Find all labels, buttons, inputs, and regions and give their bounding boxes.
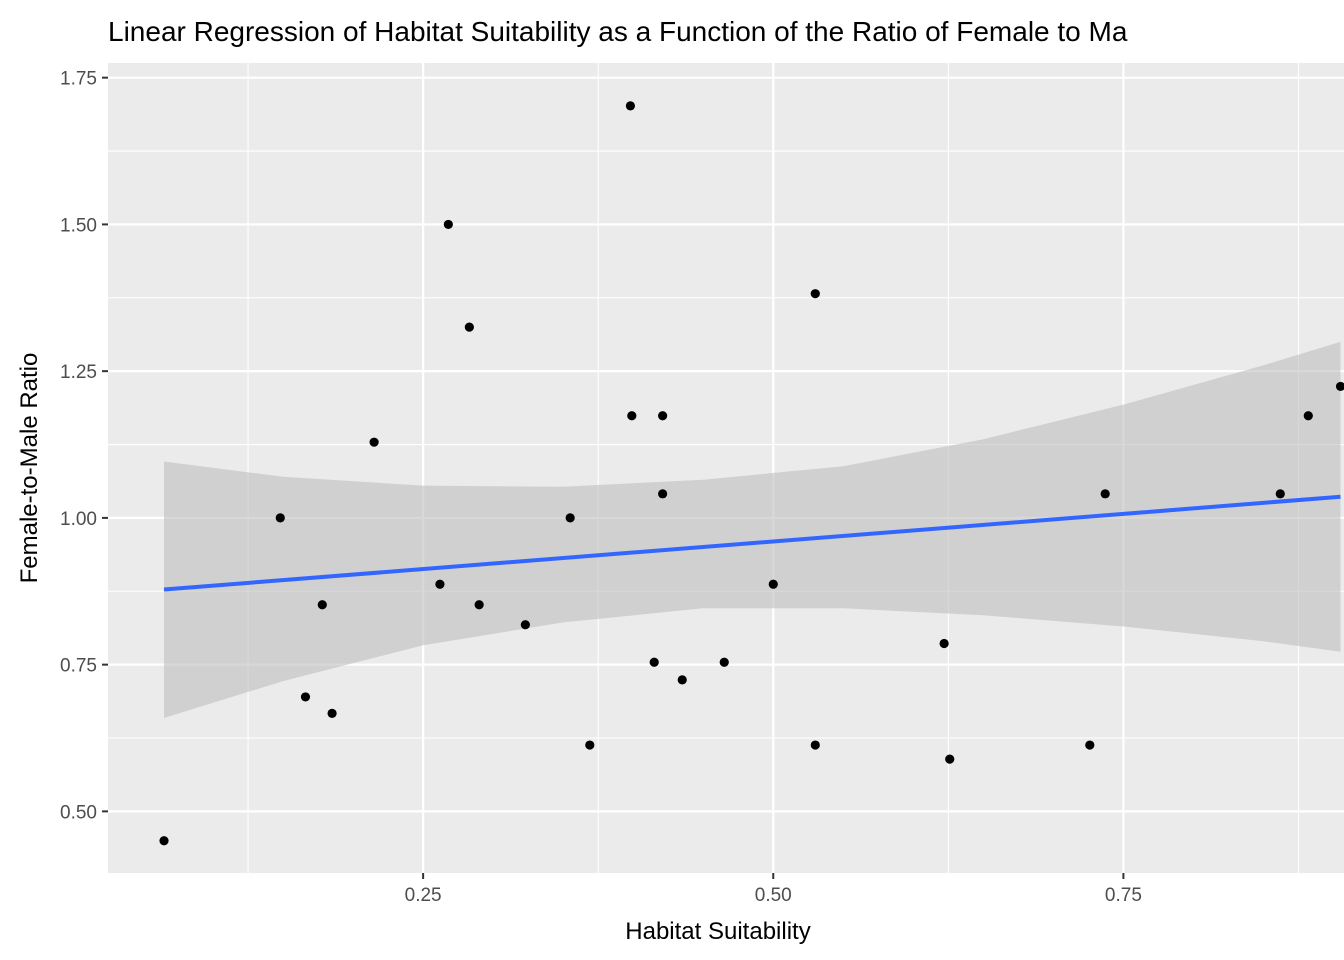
- data-point: [443, 219, 453, 230]
- data-point: [474, 600, 484, 610]
- data-point: [649, 657, 659, 667]
- x-axis: 0.25 0.50 0.75: [405, 873, 1142, 906]
- data-point: [369, 437, 379, 447]
- y-axis: 0.50 0.75 1.00 1.25 1.50 1.75: [60, 69, 108, 823]
- data-point: [585, 740, 595, 750]
- y-tick-label: 0.75: [60, 656, 97, 677]
- data-point: [327, 708, 337, 718]
- x-tick-label: 0.75: [1105, 885, 1142, 906]
- data-point: [275, 513, 285, 523]
- data-point: [1100, 489, 1110, 499]
- data-point: [159, 836, 169, 846]
- data-points: [159, 101, 1344, 846]
- data-point: [939, 638, 949, 649]
- confidence-band: [164, 341, 1341, 718]
- x-tick-label: 0.25: [405, 885, 442, 906]
- data-point: [945, 754, 955, 764]
- x-axis-title: Habitat Suitability: [625, 918, 810, 945]
- chart-title: Linear Regression of Habitat Suitability…: [108, 16, 1128, 47]
- y-tick-label: 0.50: [60, 802, 97, 823]
- data-point: [1085, 740, 1095, 750]
- data-point: [435, 579, 445, 589]
- y-tick-label: 1.25: [60, 362, 97, 383]
- data-point: [1303, 411, 1313, 421]
- data-point: [625, 101, 636, 111]
- y-tick-label: 1.50: [60, 215, 97, 236]
- data-point: [658, 489, 668, 499]
- data-point: [520, 620, 530, 630]
- x-tick-label: 0.50: [755, 885, 792, 906]
- confidence-ribbon-layer: [164, 341, 1341, 718]
- data-point: [1335, 381, 1344, 392]
- data-point: [677, 675, 687, 685]
- data-point: [317, 600, 327, 610]
- data-point: [1275, 489, 1285, 499]
- data-point: [768, 579, 778, 589]
- y-tick-label: 1.00: [60, 509, 97, 530]
- y-axis-title: Female-to-Male Ratio: [16, 353, 43, 584]
- data-point: [627, 411, 637, 421]
- data-point: [464, 322, 474, 332]
- data-point: [810, 740, 820, 750]
- data-point: [810, 289, 820, 299]
- regression-line-layer: [163, 494, 1341, 592]
- data-point: [300, 692, 311, 702]
- y-tick-label: 1.75: [60, 69, 97, 90]
- data-point: [719, 657, 729, 667]
- data-point: [658, 411, 668, 421]
- regression-line: [163, 494, 1341, 592]
- data-point: [565, 513, 575, 523]
